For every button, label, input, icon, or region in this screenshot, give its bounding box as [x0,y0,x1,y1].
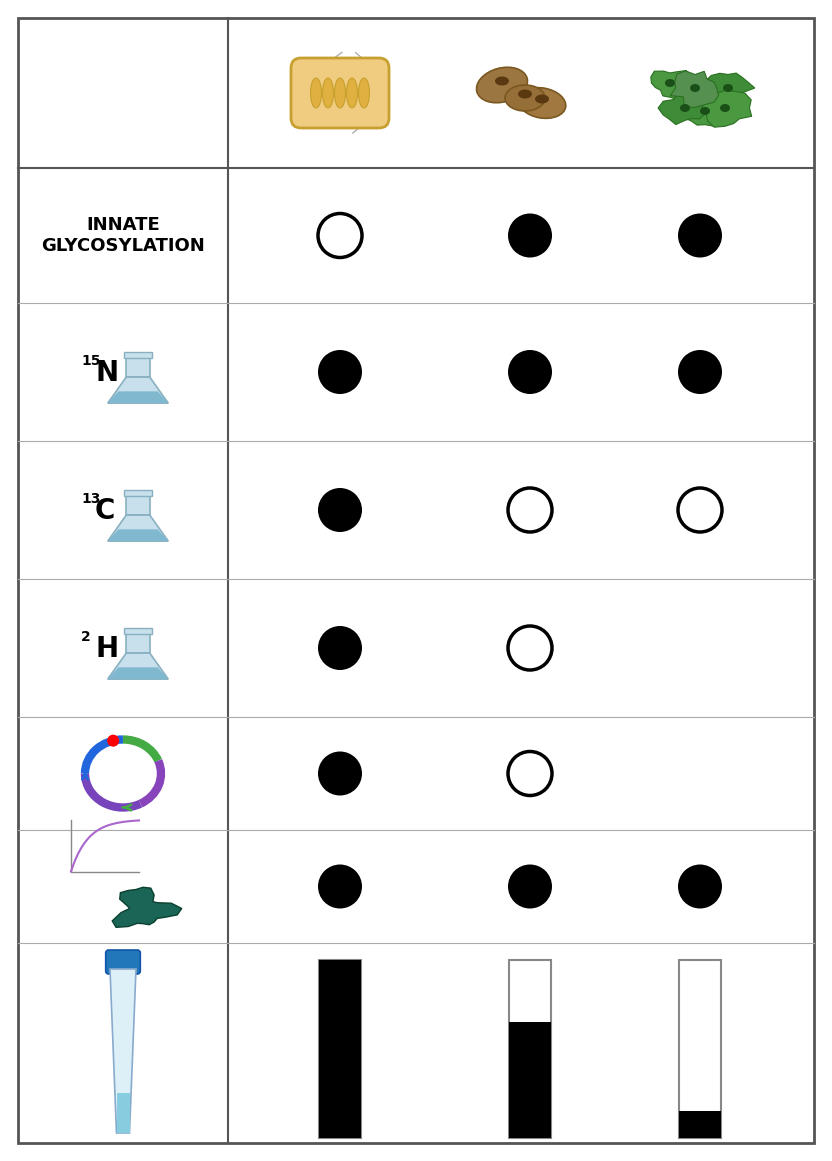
Ellipse shape [495,77,509,86]
Bar [126,495,150,515]
Ellipse shape [477,67,527,102]
Bar [319,960,361,1138]
Text: 13: 13 [81,492,101,506]
Circle shape [678,488,722,532]
Circle shape [678,214,722,258]
Circle shape [318,865,362,909]
Circle shape [678,865,722,909]
Ellipse shape [518,89,532,99]
Text: C: C [95,497,116,525]
Polygon shape [684,92,730,127]
Circle shape [508,214,552,258]
Text: N: N [95,359,118,387]
Polygon shape [108,515,168,541]
Bar [319,960,361,1138]
Polygon shape [116,1094,130,1133]
Circle shape [508,865,552,909]
Circle shape [318,751,362,795]
Polygon shape [108,391,168,403]
Bar [679,1111,721,1138]
Circle shape [508,349,552,394]
Polygon shape [108,529,168,541]
Polygon shape [108,652,168,679]
Circle shape [107,735,119,747]
Circle shape [318,488,362,532]
Polygon shape [108,668,168,679]
Text: H: H [95,635,118,663]
Polygon shape [706,73,755,107]
Text: 2: 2 [81,630,91,644]
Polygon shape [671,71,719,107]
Ellipse shape [346,78,358,108]
Ellipse shape [723,84,733,92]
Ellipse shape [690,84,700,92]
Circle shape [318,626,362,670]
Circle shape [508,626,552,670]
Bar [124,490,151,496]
Bar [126,633,150,652]
Circle shape [318,349,362,394]
Ellipse shape [334,78,345,108]
Ellipse shape [505,85,545,111]
Circle shape [318,214,362,258]
FancyBboxPatch shape [106,950,141,974]
Bar [509,960,551,1138]
Ellipse shape [535,94,549,103]
Circle shape [508,488,552,532]
Circle shape [508,751,552,795]
Polygon shape [658,91,710,124]
Ellipse shape [323,78,334,108]
Polygon shape [108,377,168,403]
Polygon shape [651,71,692,100]
Text: 15: 15 [81,354,101,368]
Ellipse shape [665,79,675,87]
Bar [509,1023,551,1138]
Polygon shape [110,969,136,1133]
Ellipse shape [359,78,369,108]
Ellipse shape [700,107,710,115]
Text: INNATE
GLYCOSYLATION: INNATE GLYCOSYLATION [41,216,205,255]
Ellipse shape [518,87,566,118]
Bar [679,960,721,1138]
Bar [124,352,151,358]
Circle shape [678,349,722,394]
Ellipse shape [720,104,730,111]
Bar [126,356,150,377]
Polygon shape [112,887,181,928]
Ellipse shape [310,78,321,108]
Polygon shape [702,91,751,128]
Bar [124,628,151,634]
FancyBboxPatch shape [291,58,389,128]
Ellipse shape [680,104,690,111]
